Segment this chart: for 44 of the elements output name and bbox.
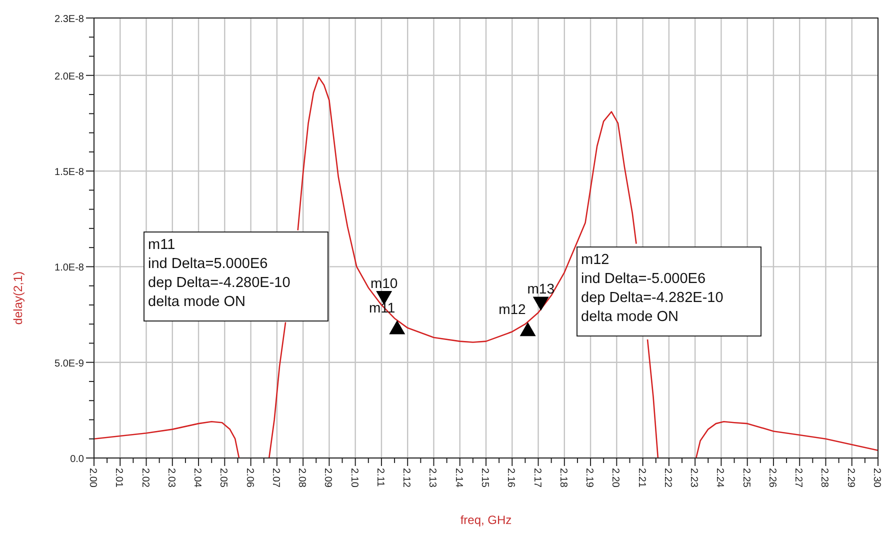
x-tick-label: 2.01	[113, 468, 124, 488]
y-tick-label: 2.3E-8	[54, 14, 84, 25]
x-tick-label: 2.21	[636, 468, 647, 488]
x-tick-label: 2.22	[662, 468, 673, 488]
x-tick-label: 2.24	[714, 468, 726, 488]
x-tick-label: 2.20	[610, 468, 621, 488]
x-tick-label: 2.09	[322, 468, 334, 488]
x-axis-title: freq, GHz	[460, 513, 512, 527]
x-tick-label: 2.00	[87, 468, 98, 488]
x-tick-label: 2.29	[844, 468, 856, 488]
annotation: m12	[498, 301, 526, 318]
x-tick-label: 2.11	[374, 468, 386, 488]
x-tick-label: 2.30	[871, 468, 882, 488]
x-tick-label: 2.07	[270, 468, 281, 488]
x-tick-label: 2.12	[400, 468, 412, 488]
x-tick-label: 2.27	[792, 468, 804, 488]
x-tick-label: 2.26	[766, 468, 778, 488]
annotation: m12 ind Delta=-5.000E6 dep Delta=-4.282E-10 delta mode ON	[581, 252, 724, 325]
x-tick-label: 2.19	[584, 468, 595, 488]
x-tick-label: 2.02	[139, 468, 150, 488]
y-axis-title: delay(2,1)	[11, 271, 25, 325]
x-tick-label: 2.28	[818, 468, 830, 488]
x-tick-label: 2.03	[165, 468, 176, 488]
x-tick-label: 2.14	[452, 468, 464, 488]
y-tick-label: 1.5E-8	[54, 167, 84, 178]
x-tick-label: 2.06	[244, 468, 255, 488]
x-tick-label: 2.08	[296, 468, 308, 488]
x-tick-label: 2.15	[479, 468, 490, 488]
x-tick-label: 2.13	[426, 468, 438, 488]
x-tick-label: 2.10	[348, 468, 360, 488]
y-tick-label: 2.0E-8	[54, 71, 84, 82]
x-tick-label: 2.17	[531, 468, 542, 488]
y-tick-label: 0.0	[70, 454, 84, 465]
x-tick-label: 2.05	[218, 468, 229, 488]
annotation: m10	[370, 274, 398, 291]
x-tick-label: 2.25	[740, 468, 752, 488]
y-tick-label: 1.0E-8	[54, 262, 84, 274]
annotation: m11 ind Delta=5.000E6 dep Delta=-4.280E-10 delta mode ON	[148, 237, 290, 310]
y-tick-label: 5.0E-9	[54, 358, 84, 370]
x-tick-label: 2.04	[192, 468, 203, 488]
annotation: m13	[527, 280, 555, 297]
x-tick-label: 2.16	[505, 468, 516, 488]
x-tick-label: 2.18	[557, 468, 568, 488]
x-tick-label: 2.23	[688, 468, 700, 488]
